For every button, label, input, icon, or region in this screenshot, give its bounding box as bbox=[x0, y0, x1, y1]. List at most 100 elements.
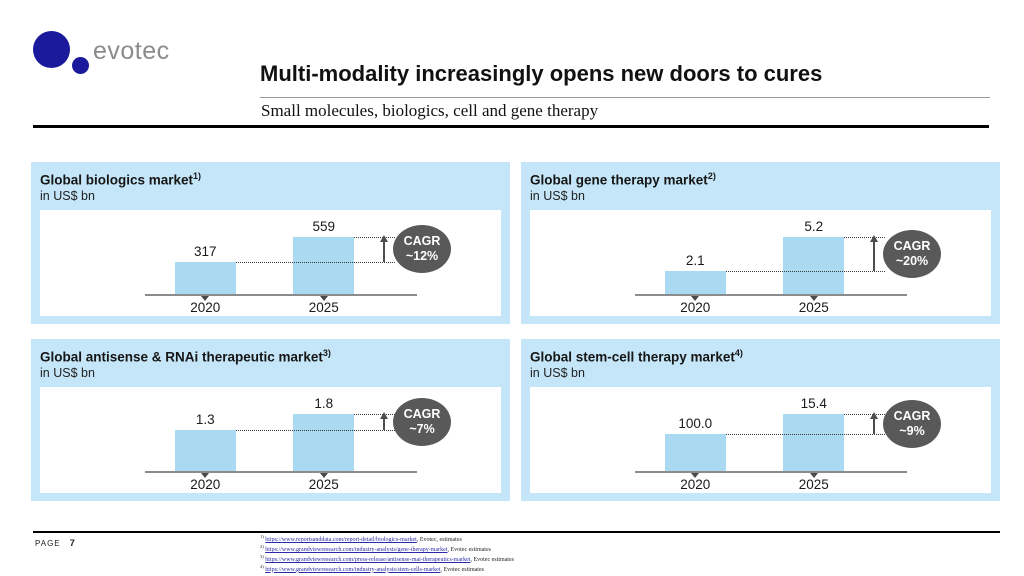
panel-gene-therapy-market: Global gene therapy market2) in US$ bn 2… bbox=[521, 162, 1000, 324]
footer-divider bbox=[33, 531, 1000, 533]
chart-title: Global gene therapy market2) bbox=[530, 171, 991, 189]
dotted-level-line bbox=[354, 413, 395, 415]
x-axis bbox=[144, 293, 418, 296]
bar-value-label: 15.4 bbox=[800, 395, 827, 411]
footnote-ref: 4) bbox=[734, 348, 743, 358]
slide-title: Multi-modality increasingly opens new do… bbox=[260, 61, 823, 86]
footnote-suffix: , Evotec, estimates bbox=[416, 537, 462, 543]
bar-2025 bbox=[783, 413, 845, 471]
panel-antisense-rnai-market: Global antisense & RNAi therapeutic mark… bbox=[31, 339, 510, 501]
x-axis-label: 2025 bbox=[308, 476, 339, 492]
panel-stem-cell-market: Global stem-cell therapy market4) in US$… bbox=[521, 339, 1000, 501]
panel-biologics-market: Global biologics market1) in US$ bn 317 … bbox=[31, 162, 510, 324]
chart-unit-label: in US$ bn bbox=[530, 189, 585, 204]
growth-arrow-icon bbox=[380, 234, 388, 262]
footnote-ref: 3) bbox=[322, 348, 331, 358]
x-axis-label: 2020 bbox=[680, 476, 711, 492]
bar-2025 bbox=[293, 236, 355, 294]
chart-title: Global biologics market1) bbox=[40, 171, 501, 189]
cagr-label: CAGR bbox=[403, 406, 441, 421]
footnote-ref: 1) bbox=[193, 171, 202, 181]
x-axis-label: 2025 bbox=[798, 476, 829, 492]
footnote-line: 1) https://www.reportsanddata.com/report… bbox=[260, 534, 514, 544]
footnote-ref: 2) bbox=[707, 171, 716, 181]
chart-title-text: Global biologics market bbox=[40, 172, 194, 188]
header-divider bbox=[33, 125, 989, 128]
footnote-link[interactable]: https://www.reportsanddata.com/report-de… bbox=[265, 537, 417, 543]
axis-tick-icon bbox=[201, 295, 210, 301]
dotted-level-line bbox=[725, 270, 885, 272]
axis-tick-icon bbox=[691, 472, 700, 478]
bar-value-label: 2.1 bbox=[685, 252, 705, 268]
x-axis bbox=[144, 470, 418, 473]
x-axis-label: 2020 bbox=[190, 476, 221, 492]
footnote-link[interactable]: https://www.grandviewresearch.com/indust… bbox=[265, 546, 448, 553]
cagr-value: ~9% bbox=[899, 423, 925, 438]
evotec-logo-dot-icon bbox=[72, 57, 89, 74]
axis-tick-icon bbox=[319, 295, 328, 301]
axis-tick-icon bbox=[809, 472, 818, 478]
x-axis-label: 2020 bbox=[680, 299, 711, 315]
bar-value-label: 559 bbox=[312, 218, 335, 234]
bar-value-label: 5.2 bbox=[804, 218, 824, 234]
x-axis bbox=[634, 470, 908, 473]
x-axis-label: 2020 bbox=[190, 299, 221, 315]
chart-title-text: Global antisense & RNAi therapeutic mark… bbox=[40, 349, 323, 365]
bar-2020 bbox=[664, 433, 726, 471]
footnote-ref: 1) bbox=[260, 534, 264, 539]
footnote-ref: 4) bbox=[260, 563, 264, 569]
cagr-badge: CAGR ~9% bbox=[883, 399, 941, 448]
page-number: 7 bbox=[69, 538, 75, 549]
bar-value-label: 317 bbox=[194, 243, 217, 259]
footnote-line: 4) https://www.grandviewresearch.com/ind… bbox=[260, 564, 514, 574]
bar-2025 bbox=[293, 413, 355, 471]
x-axis-label: 2025 bbox=[308, 299, 339, 315]
logo-wordmark: evotec bbox=[93, 37, 170, 65]
bar-2020 bbox=[174, 261, 236, 294]
chart-title-text: Global stem-cell therapy market bbox=[530, 349, 735, 365]
chart-title-text: Global gene therapy market bbox=[530, 172, 708, 188]
page-label: PAGE bbox=[35, 539, 61, 548]
bar-2020 bbox=[174, 429, 236, 471]
axis-tick-icon bbox=[691, 295, 700, 301]
footnote-ref: 2) bbox=[260, 543, 264, 549]
chart-unit-label: in US$ bn bbox=[530, 366, 585, 381]
bar-chart-gene-therapy: 2.1 5.2 2020 2025 CAGR ~20% bbox=[530, 209, 991, 316]
cagr-value: ~20% bbox=[895, 253, 929, 268]
bar-value-label: 1.8 bbox=[314, 395, 334, 411]
axis-tick-icon bbox=[809, 295, 818, 301]
growth-arrow-icon bbox=[870, 234, 878, 271]
dotted-level-line bbox=[725, 433, 885, 435]
chart-title: Global antisense & RNAi therapeutic mark… bbox=[40, 348, 501, 366]
bar-value-label: 1.3 bbox=[195, 411, 215, 427]
growth-arrow-icon bbox=[870, 411, 878, 434]
dotted-level-line bbox=[844, 236, 885, 238]
dotted-level-line bbox=[235, 429, 395, 431]
chart-unit-label: in US$ bn bbox=[40, 189, 95, 204]
cagr-badge: CAGR ~20% bbox=[883, 229, 941, 278]
growth-arrow-icon bbox=[380, 411, 388, 430]
footnote-suffix: , Evotec estimates bbox=[447, 546, 491, 553]
chart-unit-label: in US$ bn bbox=[40, 366, 95, 381]
bar-value-label: 100.0 bbox=[678, 415, 713, 431]
cagr-badge: CAGR ~12% bbox=[393, 225, 451, 274]
bar-chart-biologics: 317 559 2020 2025 CAGR ~12% bbox=[40, 209, 501, 316]
footnote-suffix: , Evotec estimates bbox=[440, 566, 484, 573]
cagr-label: CAGR bbox=[403, 234, 441, 249]
chart-title: Global stem-cell therapy market4) bbox=[530, 348, 991, 366]
evotec-logo-icon bbox=[33, 31, 70, 68]
footnote-line: 3) https://www.grandviewresearch.com/pre… bbox=[260, 554, 514, 564]
footnote-link[interactable]: https://www.grandviewresearch.com/press-… bbox=[265, 556, 471, 563]
footnote-link[interactable]: https://www.grandviewresearch.com/indust… bbox=[265, 566, 441, 573]
footnotes: 1) https://www.reportsanddata.com/report… bbox=[260, 534, 514, 574]
x-axis-label: 2025 bbox=[798, 299, 829, 315]
x-axis bbox=[634, 293, 908, 296]
title-divider bbox=[260, 97, 990, 98]
bar-2025 bbox=[783, 236, 845, 294]
dotted-level-line bbox=[844, 413, 885, 415]
charts-grid: Global biologics market1) in US$ bn 317 … bbox=[31, 162, 1000, 501]
cagr-label: CAGR bbox=[893, 238, 931, 253]
cagr-badge: CAGR ~7% bbox=[393, 397, 451, 446]
axis-tick-icon bbox=[319, 472, 328, 478]
bar-2020 bbox=[664, 270, 726, 294]
